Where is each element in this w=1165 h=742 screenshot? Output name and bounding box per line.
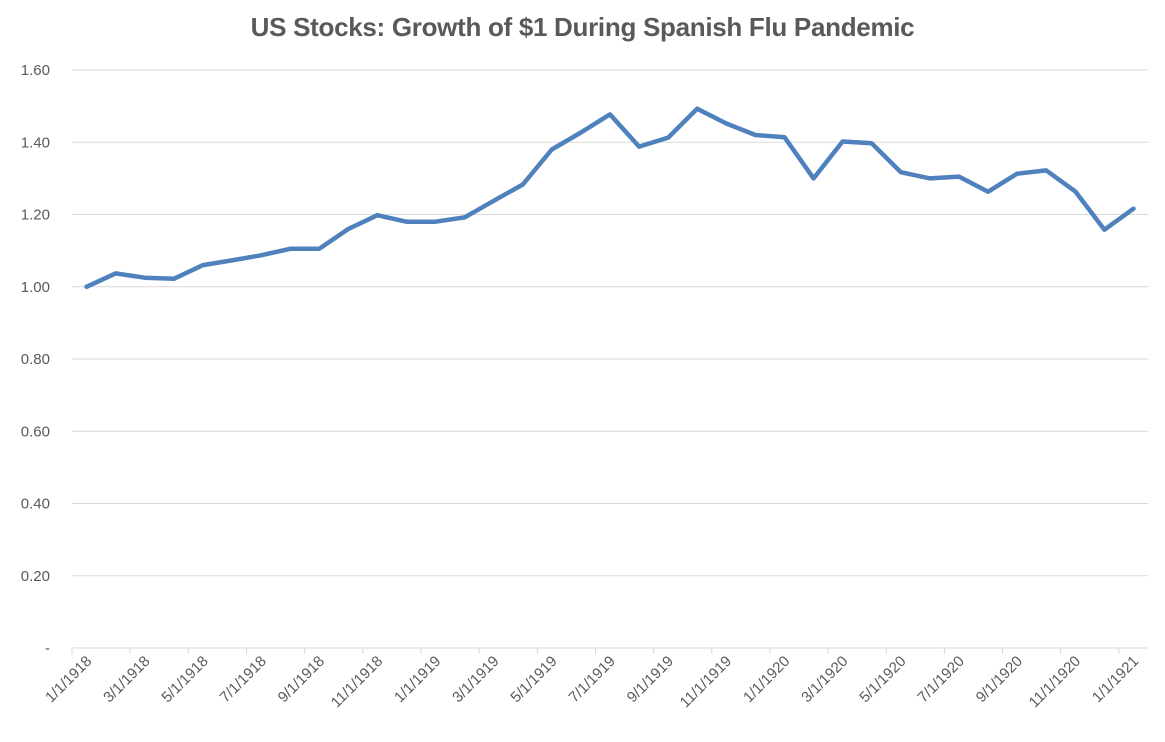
data-point bbox=[956, 174, 962, 180]
data-point bbox=[287, 246, 293, 252]
x-tick-label: 3/1/1919 bbox=[449, 653, 502, 706]
x-tick-label: 7/1/1918 bbox=[217, 653, 270, 706]
x-tick-label: 5/1/1920 bbox=[856, 653, 909, 706]
series-line-us-stocks bbox=[84, 106, 1136, 290]
data-point bbox=[433, 219, 439, 225]
data-point bbox=[462, 214, 468, 220]
x-tick-label: 1/1/1918 bbox=[42, 653, 95, 706]
x-tick-label: 1/1/1920 bbox=[740, 653, 793, 706]
data-point bbox=[752, 132, 758, 138]
x-tick-label: 11/1/1919 bbox=[677, 653, 735, 711]
x-axis: 1/1/1918 3/1/1918 5/1/1918 7/1/1918 9/1/1918… bbox=[42, 647, 1148, 711]
data-point bbox=[665, 135, 671, 141]
x-tick-label: 1/1/1921 bbox=[1089, 653, 1142, 706]
x-tick-label: 5/1/1918 bbox=[158, 653, 211, 706]
y-tick-label: 0.80 bbox=[21, 351, 50, 368]
y-axis: - 0.20 0.40 0.60 0.80 1.00 1.20 1.40 1.60 bbox=[21, 62, 50, 657]
data-point bbox=[345, 226, 351, 232]
data-point bbox=[1014, 171, 1020, 177]
data-point bbox=[781, 134, 787, 140]
x-tick-label: 3/1/1920 bbox=[798, 653, 851, 706]
data-point bbox=[694, 106, 700, 112]
y-tick-label: 0.20 bbox=[21, 568, 50, 585]
data-point bbox=[607, 111, 613, 117]
series-layer bbox=[84, 106, 1136, 290]
gridlines bbox=[72, 69, 1148, 577]
data-point bbox=[520, 182, 526, 188]
x-tick-label: 9/1/1918 bbox=[275, 653, 328, 706]
data-point bbox=[142, 275, 148, 281]
y-tick-label: - bbox=[45, 640, 50, 657]
data-point bbox=[898, 169, 904, 175]
y-tick-label: 1.60 bbox=[21, 62, 50, 79]
data-point bbox=[1043, 167, 1049, 173]
data-point bbox=[636, 144, 642, 150]
data-point bbox=[723, 120, 729, 126]
data-point bbox=[578, 129, 584, 135]
data-point bbox=[229, 257, 235, 263]
data-point bbox=[549, 146, 555, 152]
data-point bbox=[316, 246, 322, 252]
data-point bbox=[258, 252, 264, 258]
data-point bbox=[374, 212, 380, 218]
data-point bbox=[200, 262, 206, 268]
x-tick-label: 11/1/1920 bbox=[1026, 653, 1084, 711]
data-point bbox=[927, 175, 933, 181]
x-tick-label: 7/1/1920 bbox=[914, 653, 967, 706]
data-point bbox=[171, 276, 177, 282]
data-point bbox=[403, 219, 409, 225]
y-tick-label: 1.40 bbox=[21, 134, 50, 151]
x-tick-label: 5/1/1919 bbox=[507, 653, 560, 706]
data-point bbox=[113, 270, 119, 276]
data-point bbox=[1072, 188, 1078, 194]
data-point bbox=[84, 284, 90, 290]
chart-title: US Stocks: Growth of $1 During Spanish F… bbox=[250, 12, 915, 42]
x-tick-label: 9/1/1919 bbox=[624, 653, 677, 706]
x-tick-label: 3/1/1918 bbox=[100, 653, 153, 706]
x-tick-label: 1/1/1919 bbox=[391, 653, 444, 706]
y-tick-label: 0.60 bbox=[21, 423, 50, 440]
data-point bbox=[1130, 206, 1136, 212]
y-tick-label: 1.00 bbox=[21, 279, 50, 296]
data-point bbox=[811, 175, 817, 181]
data-point bbox=[1101, 227, 1107, 233]
data-point bbox=[491, 198, 497, 204]
x-tick-label: 11/1/1918 bbox=[328, 653, 386, 711]
x-tick-label: 9/1/1920 bbox=[973, 653, 1026, 706]
data-point bbox=[840, 139, 846, 145]
y-tick-label: 1.20 bbox=[21, 207, 50, 224]
data-point bbox=[985, 189, 991, 195]
y-tick-label: 0.40 bbox=[21, 496, 50, 513]
data-point bbox=[869, 140, 875, 146]
x-tick-label: 7/1/1919 bbox=[566, 653, 619, 706]
